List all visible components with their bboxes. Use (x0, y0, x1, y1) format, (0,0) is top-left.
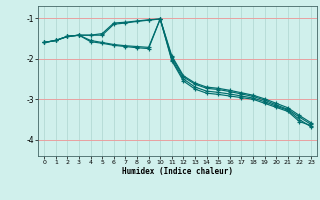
X-axis label: Humidex (Indice chaleur): Humidex (Indice chaleur) (122, 167, 233, 176)
